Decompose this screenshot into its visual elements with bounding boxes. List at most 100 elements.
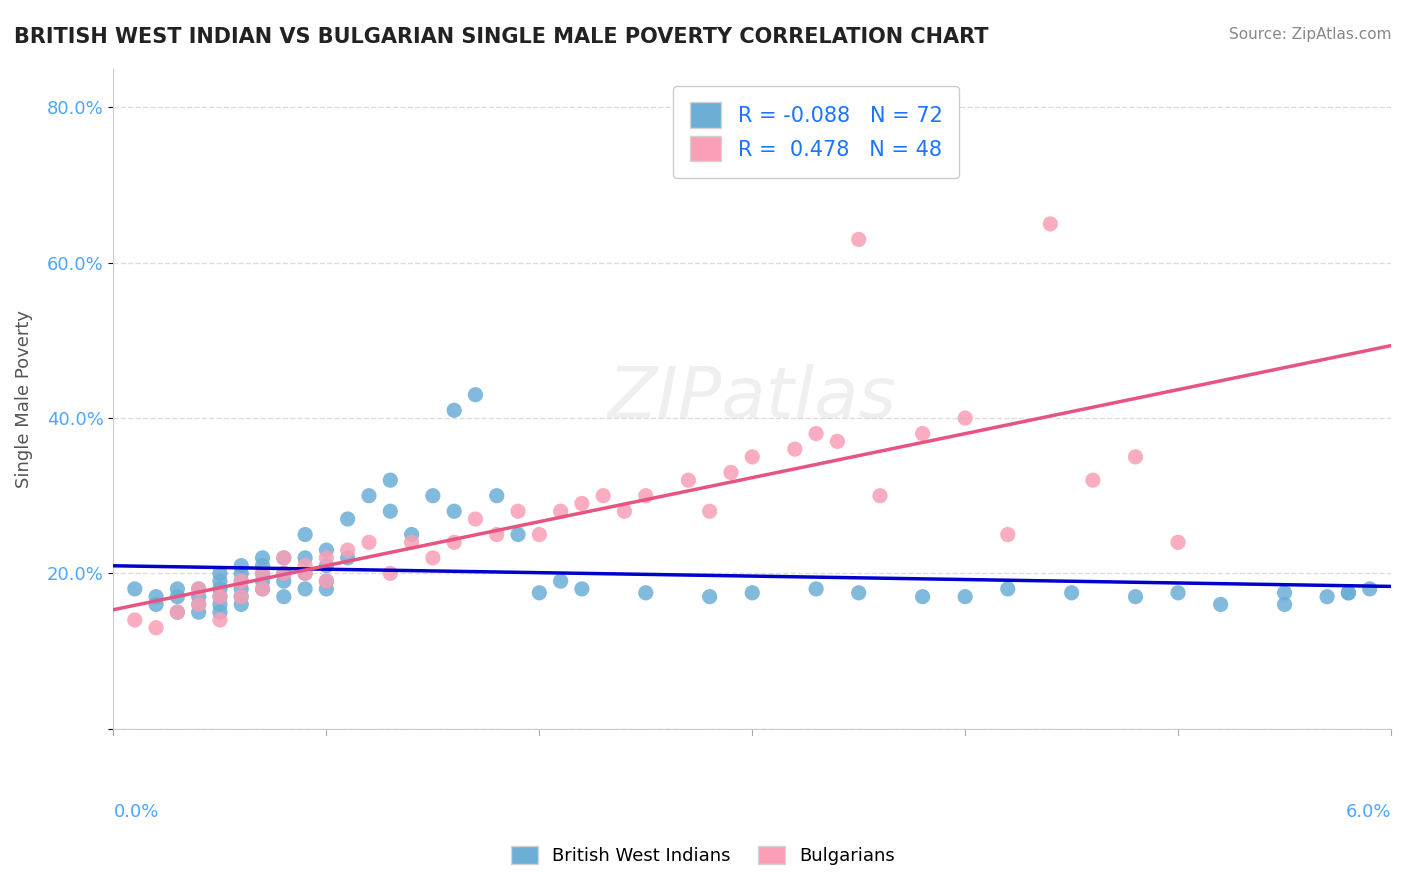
Point	[231, 590, 253, 604]
Point	[231, 574, 253, 589]
Point	[571, 582, 593, 596]
Point	[953, 411, 976, 425]
Point	[231, 598, 253, 612]
Y-axis label: Single Male Poverty: Single Male Poverty	[15, 310, 32, 488]
Point	[1358, 582, 1381, 596]
Point	[145, 590, 167, 604]
Point	[443, 504, 465, 518]
Point	[273, 590, 295, 604]
Point	[485, 527, 508, 541]
Point	[1337, 586, 1360, 600]
Point	[634, 489, 657, 503]
Point	[443, 535, 465, 549]
Point	[166, 582, 188, 596]
Point	[294, 566, 316, 581]
Point	[464, 388, 486, 402]
Point	[422, 489, 444, 503]
Point	[252, 582, 274, 596]
Point	[187, 590, 209, 604]
Point	[315, 543, 337, 558]
Point	[1167, 586, 1189, 600]
Text: Source: ZipAtlas.com: Source: ZipAtlas.com	[1229, 27, 1392, 42]
Point	[208, 598, 231, 612]
Point	[273, 550, 295, 565]
Point	[401, 535, 423, 549]
Point	[315, 574, 337, 589]
Point	[315, 582, 337, 596]
Point	[124, 613, 146, 627]
Text: ZIPatlas: ZIPatlas	[607, 364, 897, 434]
Point	[336, 543, 359, 558]
Point	[380, 473, 402, 487]
Point	[315, 574, 337, 589]
Point	[848, 586, 870, 600]
Point	[911, 426, 934, 441]
Point	[401, 527, 423, 541]
Point	[252, 558, 274, 573]
Point	[997, 582, 1019, 596]
Point	[1316, 590, 1339, 604]
Point	[380, 504, 402, 518]
Point	[166, 605, 188, 619]
Point	[550, 504, 572, 518]
Text: 6.0%: 6.0%	[1346, 803, 1391, 821]
Point	[613, 504, 636, 518]
Legend: R = -0.088   N = 72, R =  0.478   N = 48: R = -0.088 N = 72, R = 0.478 N = 48	[673, 86, 959, 178]
Point	[208, 566, 231, 581]
Point	[1125, 450, 1147, 464]
Legend: British West Indians, Bulgarians: British West Indians, Bulgarians	[502, 837, 904, 874]
Point	[273, 566, 295, 581]
Point	[592, 489, 614, 503]
Point	[699, 504, 721, 518]
Point	[231, 574, 253, 589]
Point	[1337, 586, 1360, 600]
Point	[208, 590, 231, 604]
Point	[953, 590, 976, 604]
Point	[357, 489, 380, 503]
Point	[208, 574, 231, 589]
Point	[357, 535, 380, 549]
Text: 0.0%: 0.0%	[114, 803, 159, 821]
Point	[294, 527, 316, 541]
Point	[273, 574, 295, 589]
Point	[741, 586, 763, 600]
Point	[804, 582, 827, 596]
Point	[869, 489, 891, 503]
Point	[506, 504, 529, 518]
Point	[208, 605, 231, 619]
Point	[187, 598, 209, 612]
Point	[294, 550, 316, 565]
Point	[294, 558, 316, 573]
Point	[166, 605, 188, 619]
Point	[231, 582, 253, 596]
Point	[187, 605, 209, 619]
Point	[124, 582, 146, 596]
Point	[187, 582, 209, 596]
Point	[678, 473, 700, 487]
Point	[804, 426, 827, 441]
Point	[336, 550, 359, 565]
Point	[294, 566, 316, 581]
Point	[252, 566, 274, 581]
Point	[208, 582, 231, 596]
Point	[699, 590, 721, 604]
Point	[827, 434, 849, 449]
Point	[231, 558, 253, 573]
Point	[273, 566, 295, 581]
Point	[208, 613, 231, 627]
Point	[550, 574, 572, 589]
Point	[273, 550, 295, 565]
Text: BRITISH WEST INDIAN VS BULGARIAN SINGLE MALE POVERTY CORRELATION CHART: BRITISH WEST INDIAN VS BULGARIAN SINGLE …	[14, 27, 988, 46]
Point	[1060, 586, 1083, 600]
Point	[252, 574, 274, 589]
Point	[783, 442, 806, 456]
Point	[1167, 535, 1189, 549]
Point	[741, 450, 763, 464]
Point	[166, 590, 188, 604]
Point	[529, 586, 551, 600]
Point	[848, 232, 870, 246]
Point	[571, 496, 593, 510]
Point	[336, 512, 359, 526]
Point	[485, 489, 508, 503]
Point	[997, 527, 1019, 541]
